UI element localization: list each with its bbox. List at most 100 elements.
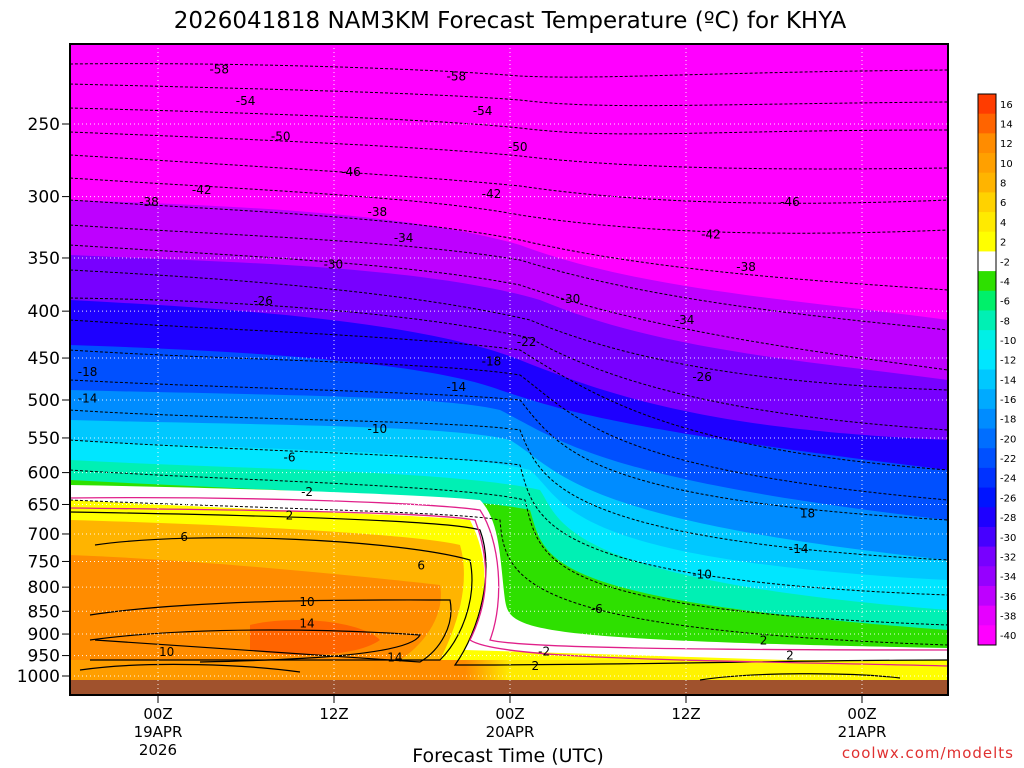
- contour-label: -30: [561, 292, 581, 306]
- colorbar-label: -28: [1000, 513, 1016, 524]
- y-tick-label: 850: [28, 602, 60, 622]
- contour-label: -26: [253, 294, 273, 308]
- y-tick-label: 550: [28, 429, 60, 449]
- y-tick-label: 250: [28, 115, 60, 135]
- colorbar-label: -24: [1000, 474, 1016, 485]
- dashed-contours: [70, 63, 948, 646]
- colorbar-label: -40: [1000, 631, 1016, 642]
- colorbar-label: 16: [1000, 100, 1013, 111]
- contour-label: -18: [482, 355, 502, 369]
- color-swatch: [978, 330, 996, 351]
- color-swatch: [978, 605, 996, 626]
- y-tick-label: 900: [28, 625, 60, 645]
- colorbar-label: 6: [1000, 198, 1006, 209]
- contour-label: -38: [367, 205, 387, 219]
- color-swatch: [978, 448, 996, 469]
- colorbar-label: -26: [1000, 493, 1016, 504]
- contour-label: -58: [209, 62, 229, 76]
- colorbar-label: 4: [1000, 218, 1006, 229]
- credit-text[interactable]: coolwx.com/modelts: [842, 744, 1014, 762]
- contour-label: -58: [447, 70, 467, 84]
- contour-label: -18: [78, 365, 98, 379]
- contour-labels: -58-58-54-54-50-50-46-46-42 -42-42-38-38-…: [78, 62, 815, 672]
- colorbar-label: -22: [1000, 454, 1016, 465]
- y-tick-label: 300: [28, 188, 60, 208]
- contour-label: -42: [701, 228, 721, 242]
- contour-label: -14: [447, 380, 467, 394]
- contour-label: -30: [324, 258, 344, 272]
- x-tick-label: 2026: [139, 741, 177, 759]
- contour-label: 2: [786, 649, 794, 663]
- color-swatch: [978, 526, 996, 548]
- colorbar-label: 2: [1000, 238, 1006, 249]
- colorbar-frame: [977, 93, 997, 646]
- y-tick-label: 800: [28, 578, 60, 598]
- y-tick-label: 650: [28, 495, 60, 515]
- colorbar-label: -38: [1000, 611, 1016, 622]
- y-tick-label: 350: [28, 249, 60, 269]
- x-tick-label: 20APR: [486, 723, 535, 741]
- colorbar-label: -8: [1000, 316, 1010, 327]
- x-tick-label: 00Z: [143, 705, 172, 723]
- y-tick-label: 500: [28, 391, 60, 411]
- contour-label: -46: [780, 195, 800, 209]
- freezing-lines: [70, 497, 948, 667]
- x-tick-label: 00Z: [495, 705, 524, 723]
- y-tick-label: 450: [28, 349, 60, 369]
- x-tick-label: 12Z: [319, 705, 348, 723]
- x-axis-label: Forecast Time (UTC): [412, 745, 603, 767]
- color-swatch: [978, 212, 996, 233]
- color-legend: 16 14 12 10 8 6 4 2 -2 -4 -6 -8 -10 -12 -14 -16 -18 -20 -2…: [977, 93, 1016, 646]
- x-tick-label: 21APR: [838, 723, 887, 741]
- contour-label: -34: [675, 313, 695, 327]
- color-swatch: [978, 153, 996, 174]
- ground-strip: [70, 680, 948, 695]
- y-tick-label: 950: [28, 647, 60, 667]
- band-near-surface: [70, 660, 948, 680]
- x-tick-label: 00Z: [847, 705, 876, 723]
- plot-area: -58-58-54-54-50-50-46-46-42 -42-42-38-38-…: [70, 44, 948, 695]
- grid-lines-vertical: [157, 44, 863, 695]
- contour-label: -42: [192, 183, 212, 197]
- colorbar-label: -30: [1000, 533, 1016, 544]
- color-swatch: [978, 172, 996, 193]
- contour-label: -42: [482, 187, 502, 201]
- colorbar-label: 12: [1000, 139, 1013, 150]
- contour-label: -6: [591, 602, 603, 616]
- color-swatch: [978, 113, 996, 134]
- contour-label: -2: [301, 485, 313, 499]
- contour-label: 10: [159, 645, 174, 659]
- colorbar-label: -6: [1000, 297, 1010, 308]
- color-swatch: [978, 271, 996, 292]
- color-swatch: [978, 94, 996, 115]
- colorbar-label: -34: [1000, 572, 1016, 583]
- contour-label: -14: [789, 542, 809, 556]
- contour-label: -34: [394, 231, 414, 245]
- color-swatch: [978, 467, 996, 489]
- contour-label: 18: [800, 507, 815, 521]
- color-swatch: [978, 133, 996, 154]
- color-swatch: [978, 231, 996, 252]
- color-swatch: [978, 625, 996, 646]
- color-swatch: [978, 349, 996, 370]
- colorbar-label: -16: [1000, 395, 1016, 406]
- contour-label: -2: [538, 644, 550, 658]
- y-tick-label: 400: [28, 302, 60, 322]
- x-tick-label: 12Z: [671, 705, 700, 723]
- contour-label: 2: [532, 659, 540, 673]
- colorbar-label: -14: [1000, 375, 1016, 386]
- colorbar-label: -10: [1000, 336, 1016, 347]
- contour-label: 10: [299, 595, 314, 609]
- y-tick-label: 1000: [17, 667, 60, 687]
- color-swatch: [978, 251, 996, 272]
- contour-label: 6: [180, 530, 188, 544]
- y-axis: 250 300 350 400 450 500 550 600 650 700 750 800 850 9…: [17, 115, 70, 687]
- contour-label: -14: [78, 391, 98, 405]
- contour-label: -50: [508, 140, 528, 154]
- colorbar-label: -2: [1000, 257, 1010, 268]
- x-tick-label: 19APR: [134, 723, 183, 741]
- color-swatch: [978, 310, 996, 331]
- contour-label: -38: [736, 260, 756, 274]
- color-swatch: [978, 408, 996, 430]
